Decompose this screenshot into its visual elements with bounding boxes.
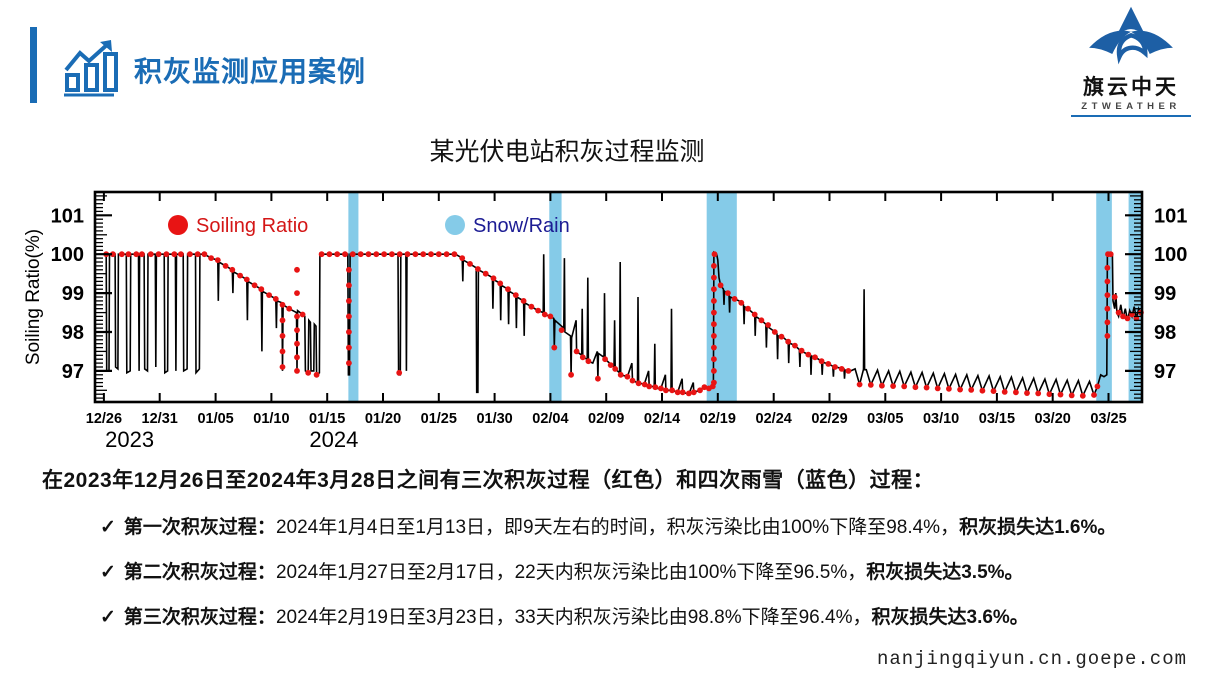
svg-text:01/15: 01/15: [309, 411, 345, 427]
soiling-ratio-dots: [103, 251, 1144, 399]
svg-text:98: 98: [62, 322, 84, 344]
svg-text:02/19: 02/19: [700, 411, 736, 427]
svg-text:97: 97: [62, 361, 84, 383]
svg-text:2023: 2023: [105, 427, 154, 452]
bullet-item-3: ✓ 第三次积灰过程：2024年2月19日至3月23日，33天内积灰污染比由98.8…: [100, 607, 1029, 628]
svg-text:99: 99: [1154, 283, 1176, 305]
svg-text:03/05: 03/05: [867, 411, 903, 427]
logo-rule: [1071, 115, 1191, 118]
svg-text:03/25: 03/25: [1090, 411, 1126, 427]
legend: Soiling Ratio Snow/Rain: [168, 215, 570, 237]
svg-text:03/20: 03/20: [1035, 411, 1071, 427]
y-axis-labels: 97 97 98 98 99 99 100 100 101 101: [51, 205, 1188, 383]
check-icon: ✓: [100, 607, 116, 628]
bullet-item-1: ✓ 第一次积灰过程：2024年1月4日至1月13日，即9天左右的时间，积灰污染比由…: [100, 517, 1117, 538]
svg-text:100: 100: [51, 244, 84, 266]
svg-text:12/31: 12/31: [142, 411, 178, 427]
y-axis-title: Soiling Ratio(%): [25, 229, 44, 365]
svg-text:97: 97: [1154, 361, 1176, 383]
bar-chart-icon: [62, 38, 124, 103]
svg-text:101: 101: [51, 205, 84, 227]
chart-area: 97 97 98 98 99 99 100 100 101 101 12/26 12/31 01/05 0…: [23, 165, 1205, 455]
svg-text:02/24: 02/24: [756, 411, 792, 427]
svg-text:02/29: 02/29: [811, 411, 847, 427]
summary-block: 在2023年12月26日至2024年3月28日之间有三次积灰过程（红色）和四次雨…: [42, 464, 1182, 647]
page-title: 积灰监测应用案例: [134, 56, 367, 87]
svg-text:01/10: 01/10: [253, 411, 289, 427]
watermark: nanjingqiyun.cn.goepe.com: [876, 648, 1187, 670]
svg-text:03/10: 03/10: [923, 411, 959, 427]
soiling-chart: 97 97 98 98 99 99 100 100 101 101 12/26 12/31 01/05 0…: [23, 190, 1188, 452]
bullet-item-2: ✓ 第二次积灰过程：2024年1月27日至2月17日，22天内积灰污染比由100%…: [100, 562, 1024, 583]
svg-text:Soiling Ratio: Soiling Ratio: [196, 215, 308, 237]
svg-text:2024: 2024: [309, 427, 358, 452]
bullet-list: ✓ 第一次积灰过程：2024年1月4日至1月13日，即9天左右的时间，积灰污染比由…: [42, 512, 1182, 629]
svg-text:01/05: 01/05: [197, 411, 233, 427]
svg-text:100: 100: [1154, 244, 1187, 266]
accent-bar: [30, 27, 37, 103]
x-axis-labels: 12/26 12/31 01/05 01/10 01/15 01/20 01/25 01/30…: [86, 411, 1127, 452]
svg-text:02/14: 02/14: [644, 411, 680, 427]
svg-text:98: 98: [1154, 322, 1176, 344]
svg-text:02/04: 02/04: [532, 411, 568, 427]
ztweather-logo: 旗云中天 ZTWEATHER: [1071, 5, 1191, 118]
x-axis-ticks: [102, 192, 1110, 402]
logo-name: 旗云中天: [1083, 76, 1179, 99]
rain-bands: [348, 192, 1142, 402]
svg-text:01/25: 01/25: [421, 411, 457, 427]
svg-text:01/30: 01/30: [476, 411, 512, 427]
svg-text:03/15: 03/15: [979, 411, 1015, 427]
summary-intro: 在2023年12月26日至2024年3月28日之间有三次积灰过程（红色）和四次雨…: [42, 469, 935, 492]
check-icon: ✓: [100, 517, 116, 538]
svg-text:101: 101: [1154, 205, 1187, 227]
ztweather-logo-mark: [1089, 6, 1173, 65]
svg-text:99: 99: [62, 283, 84, 305]
svg-text:02/09: 02/09: [588, 411, 624, 427]
check-icon: ✓: [100, 562, 116, 583]
svg-text:12/26: 12/26: [86, 411, 122, 427]
chart-title: 某光伏电站积灰过程监测: [429, 138, 705, 166]
svg-text:01/20: 01/20: [365, 411, 401, 427]
svg-text:Snow/Rain: Snow/Rain: [473, 215, 570, 237]
y-axis-ticks: [95, 191, 1142, 403]
logo-subtitle: ZTWEATHER: [1081, 101, 1181, 113]
